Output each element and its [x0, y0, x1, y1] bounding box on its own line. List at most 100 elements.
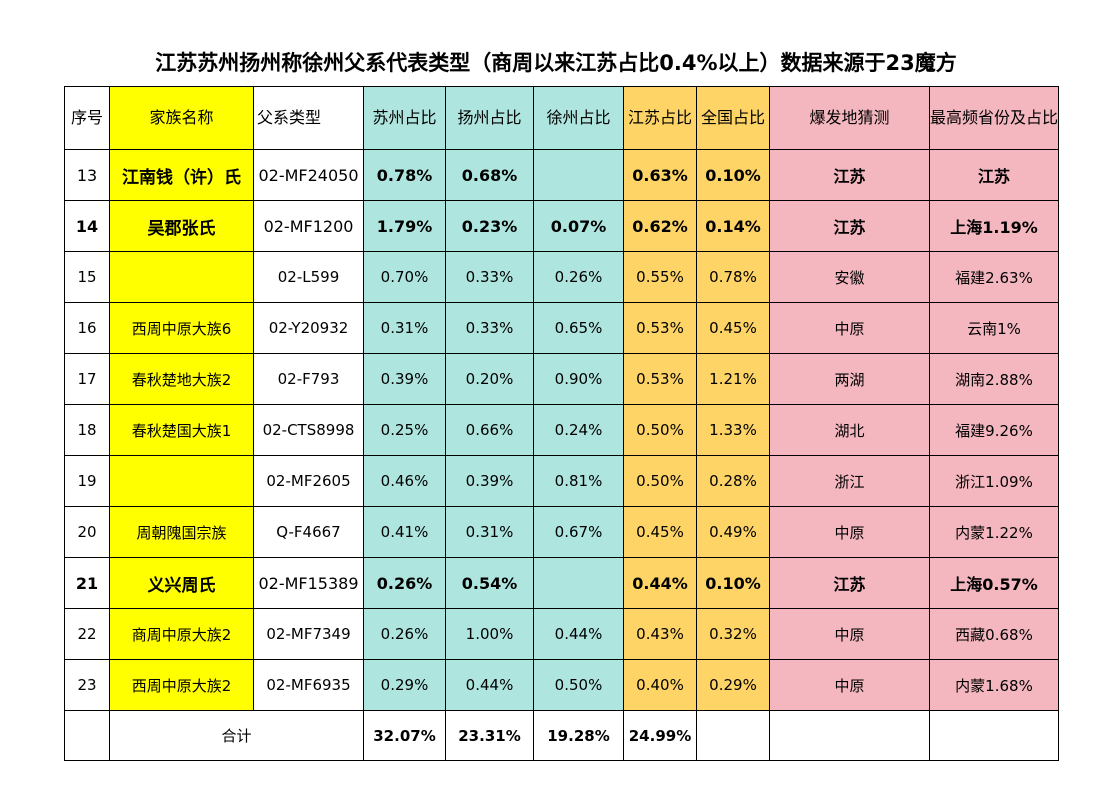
family-cell: 西周中原大族6: [109, 302, 254, 354]
family-cell: [109, 455, 254, 507]
type-cell: 02-MF2605: [253, 455, 364, 507]
national-cell: 1.33%: [696, 404, 770, 456]
xuzhou-cell: 0.24%: [533, 404, 624, 456]
seq-cell: 20: [64, 506, 110, 558]
type-cell: 02-L599: [253, 251, 364, 303]
suzhou-cell: 0.25%: [363, 404, 446, 456]
table-row: 23 西周中原大族2 02-MF6935 0.29% 0.44% 0.50% 0…: [64, 659, 1060, 711]
origin-cell: 中原: [769, 302, 930, 354]
jiangsu-cell: 0.44%: [623, 557, 697, 609]
seq-cell: 22: [64, 608, 110, 660]
total-origin-cell: [769, 710, 930, 761]
total-national-cell: [696, 710, 770, 761]
yangzhou-cell: 0.23%: [445, 200, 534, 252]
xuzhou-cell: 0.26%: [533, 251, 624, 303]
header-type: 父系类型: [253, 86, 364, 150]
seq-cell: 18: [64, 404, 110, 456]
national-cell: 0.49%: [696, 506, 770, 558]
suzhou-cell: 0.26%: [363, 557, 446, 609]
header-xuzhou: 徐州占比: [533, 86, 624, 150]
jiangsu-cell: 0.43%: [623, 608, 697, 660]
family-cell: 周朝隗国宗族: [109, 506, 254, 558]
yangzhou-cell: 0.31%: [445, 506, 534, 558]
table-row: 17 春秋楚地大族2 02-F793 0.39% 0.20% 0.90% 0.5…: [64, 353, 1060, 405]
suzhou-cell: 0.26%: [363, 608, 446, 660]
origin-cell: 中原: [769, 608, 930, 660]
suzhou-cell: 0.39%: [363, 353, 446, 405]
type-cell: Q-F4667: [253, 506, 364, 558]
family-cell: 江南钱（许）氏: [109, 149, 254, 201]
header-suzhou: 苏州占比: [363, 86, 446, 150]
suzhou-cell: 0.41%: [363, 506, 446, 558]
national-cell: 0.29%: [696, 659, 770, 711]
origin-cell: 江苏: [769, 149, 930, 201]
top-province-cell: 内蒙1.22%: [928, 506, 1060, 558]
jiangsu-cell: 0.40%: [623, 659, 697, 711]
national-cell: 0.78%: [696, 251, 770, 303]
jiangsu-cell: 0.50%: [623, 455, 697, 507]
table-row: 18 春秋楚国大族1 02-CTS8998 0.25% 0.66% 0.24% …: [64, 404, 1060, 456]
table-row: 15 02-L599 0.70% 0.33% 0.26% 0.55% 0.78%…: [64, 251, 1060, 303]
seq-cell: 13: [64, 149, 110, 201]
origin-cell: 安徽: [769, 251, 930, 303]
yangzhou-cell: 0.39%: [445, 455, 534, 507]
family-cell: 春秋楚地大族2: [109, 353, 254, 405]
type-cell: 02-CTS8998: [253, 404, 364, 456]
total-top-province-cell: [928, 710, 1060, 761]
xuzhou-cell: 0.81%: [533, 455, 624, 507]
xuzhou-cell: [533, 557, 624, 609]
origin-cell: 中原: [769, 506, 930, 558]
top-province-cell: 上海0.57%: [928, 557, 1060, 609]
top-province-cell: 湖南2.88%: [928, 353, 1060, 405]
national-cell: 0.10%: [696, 149, 770, 201]
type-cell: 02-Y20932: [253, 302, 364, 354]
jiangsu-cell: 0.50%: [623, 404, 697, 456]
seq-cell: 16: [64, 302, 110, 354]
family-cell: 义兴周氏: [109, 557, 254, 609]
national-cell: 0.28%: [696, 455, 770, 507]
seq-cell: 17: [64, 353, 110, 405]
jiangsu-cell: 0.53%: [623, 353, 697, 405]
table-row: 13 江南钱（许）氏 02-MF24050 0.78% 0.68% 0.63% …: [64, 149, 1060, 201]
table-row: 20 周朝隗国宗族 Q-F4667 0.41% 0.31% 0.67% 0.45…: [64, 506, 1060, 558]
table-row: 21 义兴周氏 02-MF15389 0.26% 0.54% 0.44% 0.1…: [64, 557, 1060, 609]
type-cell: 02-MF15389: [253, 557, 364, 609]
jiangsu-cell: 0.63%: [623, 149, 697, 201]
header-top-province: 最高频省份及占比: [928, 86, 1060, 150]
total-jiangsu-cell: 24.99%: [623, 710, 697, 761]
jiangsu-cell: 0.62%: [623, 200, 697, 252]
national-cell: 0.32%: [696, 608, 770, 660]
seq-cell: 15: [64, 251, 110, 303]
suzhou-cell: 0.29%: [363, 659, 446, 711]
header-family: 家族名称: [109, 86, 254, 150]
total-yangzhou-cell: 23.31%: [445, 710, 534, 761]
header-yangzhou: 扬州占比: [445, 86, 534, 150]
seq-cell: 19: [64, 455, 110, 507]
origin-cell: 两湖: [769, 353, 930, 405]
type-cell: 02-MF1200: [253, 200, 364, 252]
origin-cell: 江苏: [769, 200, 930, 252]
type-cell: 02-MF24050: [253, 149, 364, 201]
yangzhou-cell: 0.33%: [445, 251, 534, 303]
suzhou-cell: 0.70%: [363, 251, 446, 303]
national-cell: 0.45%: [696, 302, 770, 354]
header-row: 序号 家族名称 父系类型 苏州占比 扬州占比 徐州占比 江苏占比 全国占比 爆发…: [64, 86, 1060, 150]
top-province-cell: 福建9.26%: [928, 404, 1060, 456]
xuzhou-cell: 0.50%: [533, 659, 624, 711]
top-province-cell: 江苏: [928, 149, 1060, 201]
data-table: 序号 家族名称 父系类型 苏州占比 扬州占比 徐州占比 江苏占比 全国占比 爆发…: [64, 86, 1060, 761]
table-row: 22 商周中原大族2 02-MF7349 0.26% 1.00% 0.44% 0…: [64, 608, 1060, 660]
total-label: 合计: [109, 710, 364, 761]
xuzhou-cell: 0.90%: [533, 353, 624, 405]
national-cell: 0.14%: [696, 200, 770, 252]
seq-cell: 23: [64, 659, 110, 711]
page-title: 江苏苏州扬州称徐州父系代表类型（商周以来江苏占比0.4%以上）数据来源于23魔方: [155, 51, 957, 75]
family-cell: 西周中原大族2: [109, 659, 254, 711]
total-suzhou-cell: 32.07%: [363, 710, 446, 761]
table-row: 19 02-MF2605 0.46% 0.39% 0.81% 0.50% 0.2…: [64, 455, 1060, 507]
suzhou-cell: 0.31%: [363, 302, 446, 354]
xuzhou-cell: [533, 149, 624, 201]
jiangsu-cell: 0.55%: [623, 251, 697, 303]
type-cell: 02-F793: [253, 353, 364, 405]
header-national: 全国占比: [696, 86, 770, 150]
